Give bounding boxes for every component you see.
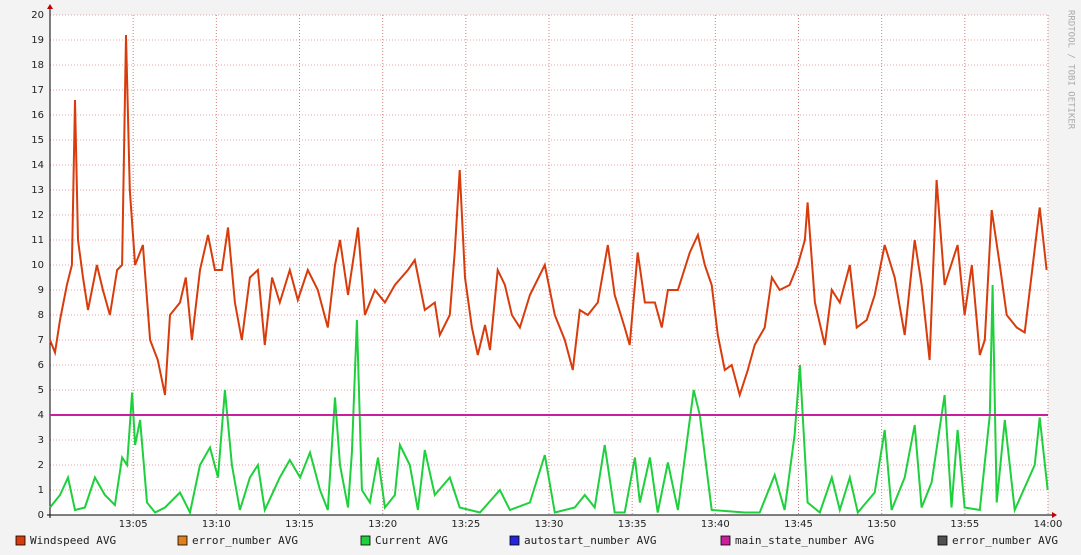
y-tick-label: 15 xyxy=(31,135,44,146)
y-tick-label: 9 xyxy=(38,285,44,296)
legend-swatch xyxy=(177,535,188,546)
x-tick-label: 14:00 xyxy=(1034,519,1063,530)
y-tick-label: 4 xyxy=(38,410,44,421)
x-tick-label: 13:35 xyxy=(618,519,647,530)
axis-arrow xyxy=(47,4,53,9)
x-tick-label: 13:50 xyxy=(867,519,896,530)
x-tick-label: 13:45 xyxy=(784,519,813,530)
axis-arrow xyxy=(1052,512,1057,518)
x-tick-label: 13:10 xyxy=(202,519,231,530)
legend-label: Windspeed AVG xyxy=(30,534,116,547)
y-tick-label: 14 xyxy=(31,160,44,171)
y-tick-label: 18 xyxy=(31,60,44,71)
legend-swatch xyxy=(509,535,520,546)
series-line xyxy=(49,284,1049,516)
x-tick-label: 13:20 xyxy=(368,519,397,530)
y-tick-label: 16 xyxy=(31,110,44,121)
y-tick-label: 7 xyxy=(38,335,44,346)
y-tick-label: 5 xyxy=(38,385,44,396)
y-tick-label: 17 xyxy=(31,85,44,96)
legend-label: autostart_number AVG xyxy=(524,534,656,547)
y-tick-label: 20 xyxy=(31,10,44,21)
legend-swatch xyxy=(720,535,731,546)
x-tick-label: 13:25 xyxy=(451,519,480,530)
legend-label: error_number AVG xyxy=(192,534,298,547)
y-tick-label: 11 xyxy=(31,235,44,246)
x-tick-label: 13:55 xyxy=(950,519,979,530)
legend-swatch xyxy=(360,535,371,546)
x-tick-label: 13:40 xyxy=(701,519,730,530)
legend-swatch xyxy=(937,535,948,546)
watermark: RRDTOOL / TOBI OETIKER xyxy=(1066,10,1076,130)
y-tick-label: 3 xyxy=(38,435,44,446)
x-tick-label: 13:15 xyxy=(285,519,314,530)
legend-swatch xyxy=(15,535,26,546)
y-tick-label: 19 xyxy=(31,35,44,46)
y-tick-label: 10 xyxy=(31,260,44,271)
y-tick-label: 1 xyxy=(38,485,44,496)
x-tick-label: 13:05 xyxy=(119,519,148,530)
y-tick-label: 8 xyxy=(38,310,44,321)
y-tick-label: 2 xyxy=(38,460,44,471)
y-tick-label: 13 xyxy=(31,185,44,196)
series-line xyxy=(49,34,1048,399)
legend-label: main_state_number AVG xyxy=(735,534,874,547)
x-tick-label: 13:30 xyxy=(535,519,564,530)
legend-label: error_number AVG xyxy=(952,534,1058,547)
y-tick-label: 12 xyxy=(31,210,44,221)
y-tick-label: 0 xyxy=(38,510,44,521)
y-tick-label: 6 xyxy=(38,360,44,371)
legend-label: Current AVG xyxy=(375,534,448,547)
